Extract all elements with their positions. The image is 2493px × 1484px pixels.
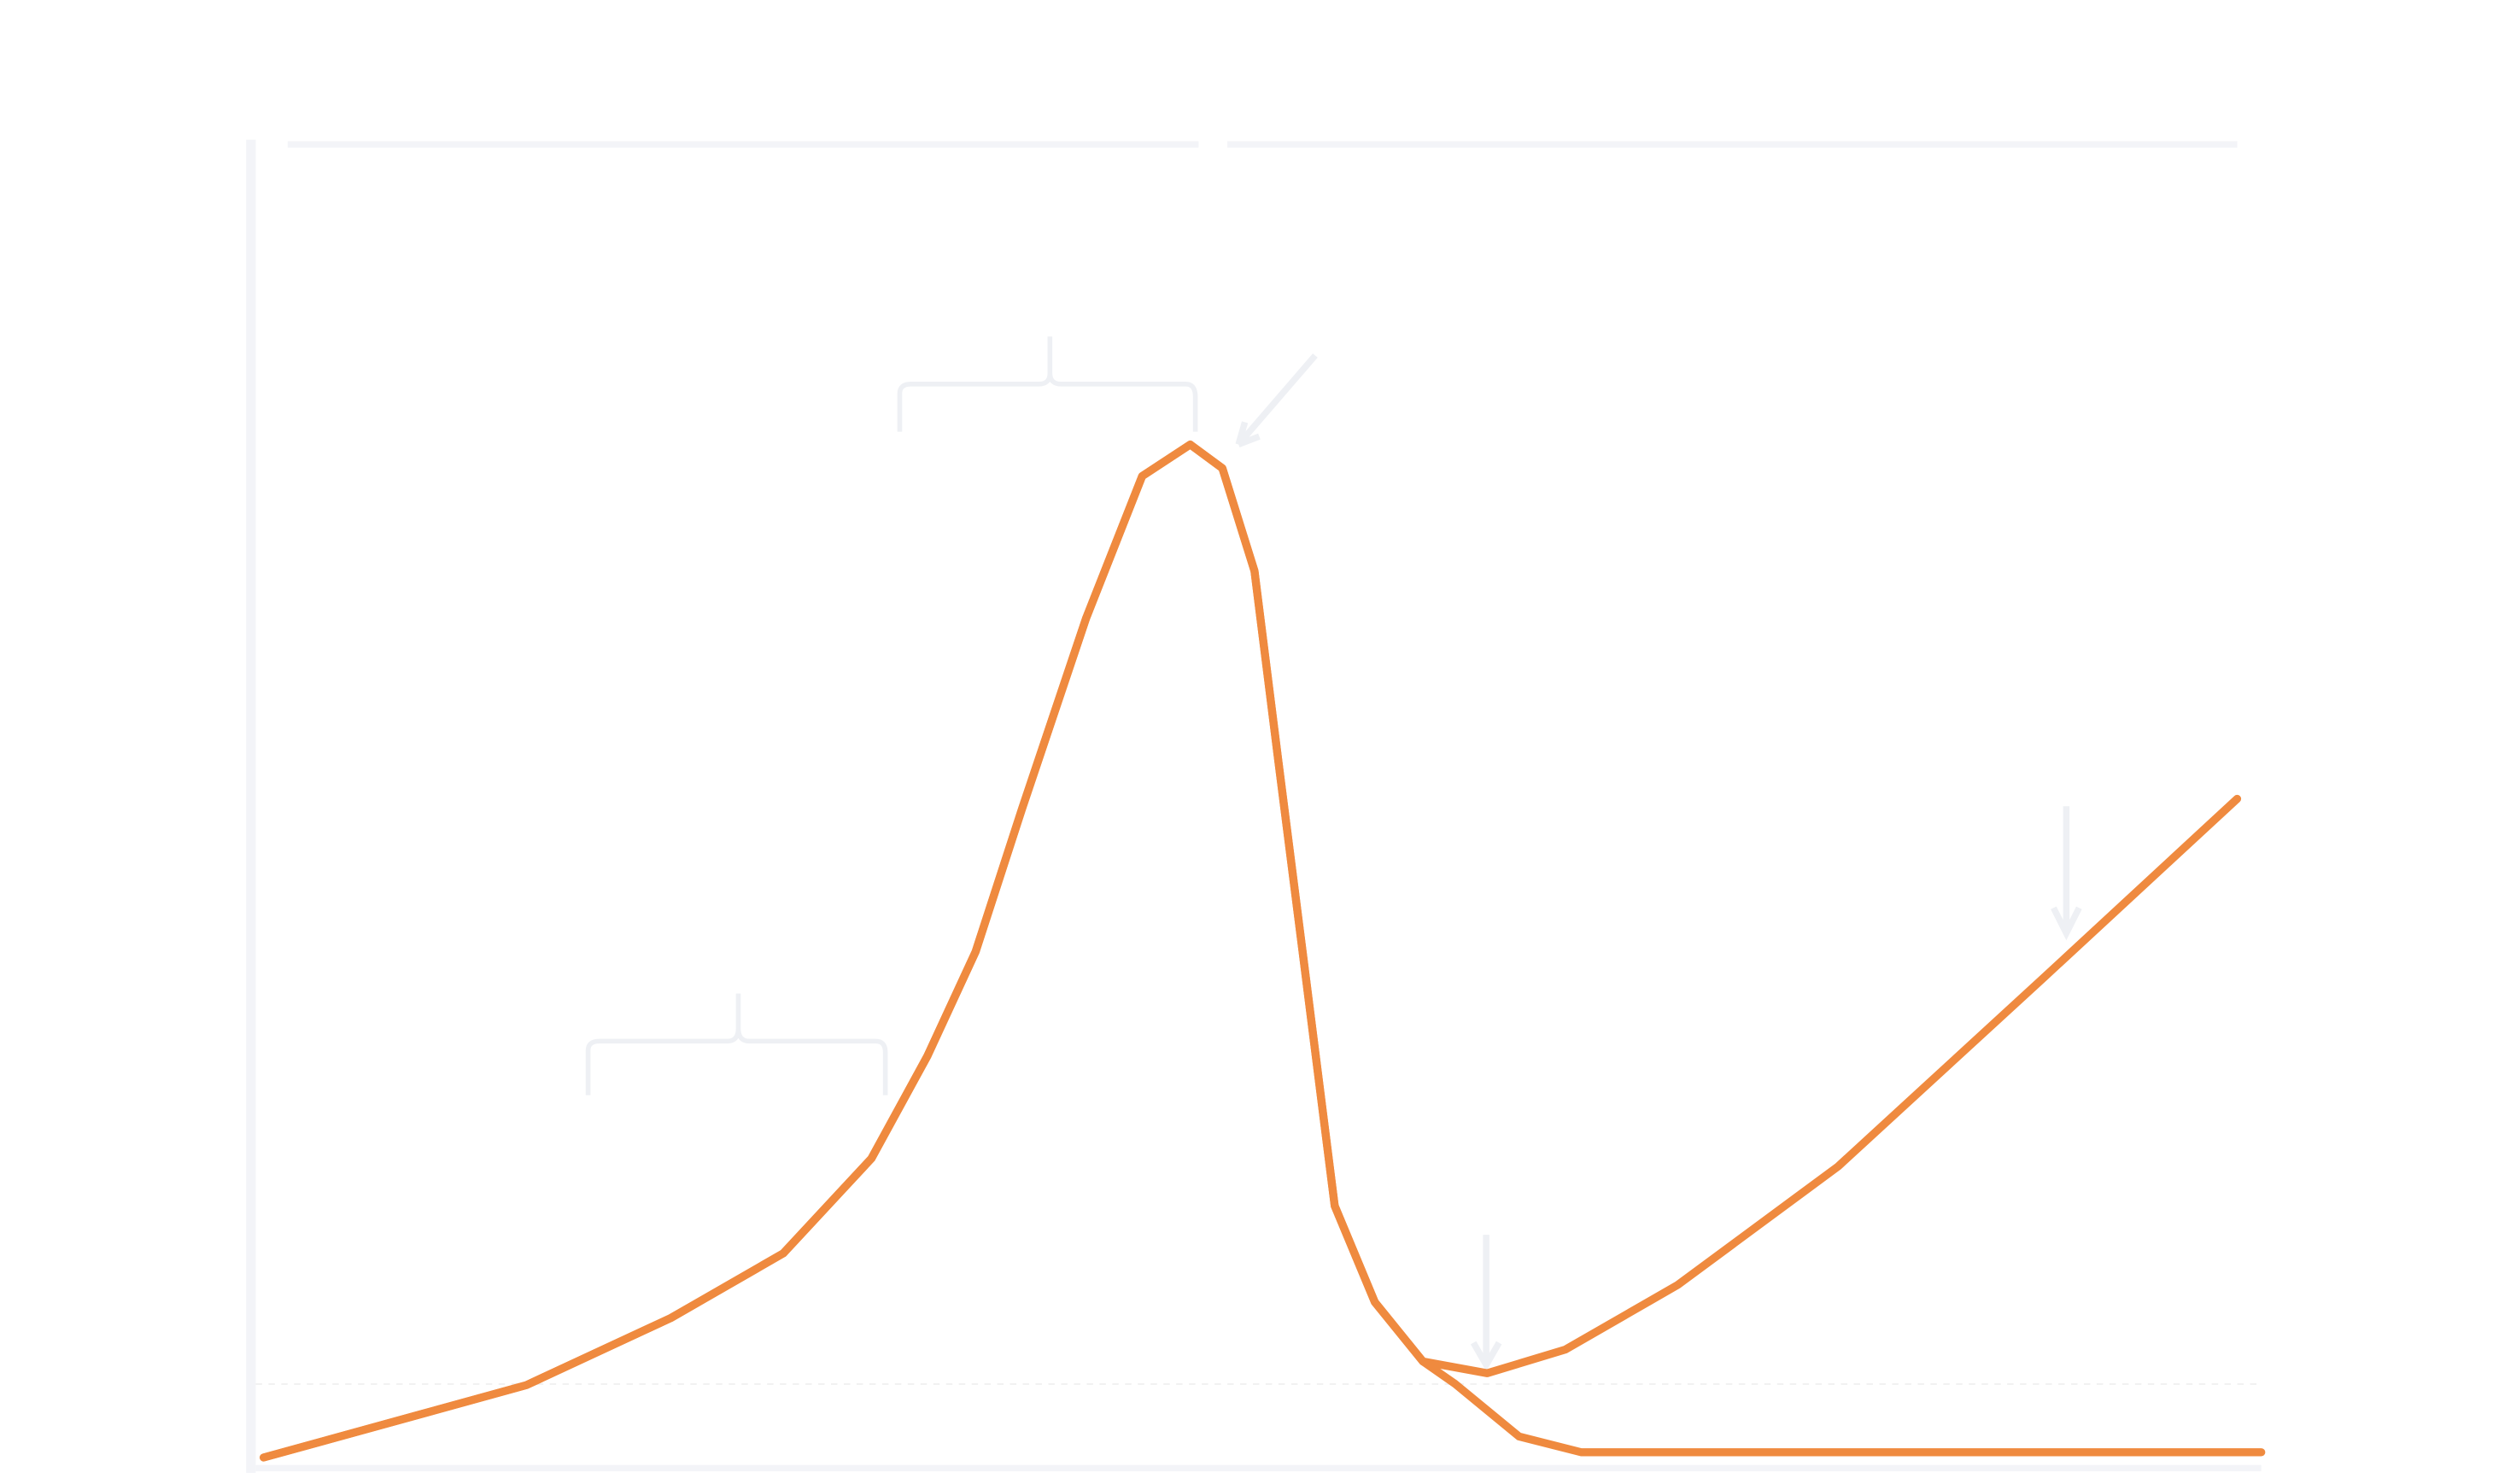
- bracket: [585, 993, 888, 1095]
- line-series: [260, 441, 2266, 1462]
- arrow: [1235, 353, 1318, 447]
- arrow: [1470, 1235, 1502, 1372]
- line-series: [260, 441, 2242, 1462]
- arrow: [2051, 806, 2082, 941]
- bracket: [897, 336, 1198, 432]
